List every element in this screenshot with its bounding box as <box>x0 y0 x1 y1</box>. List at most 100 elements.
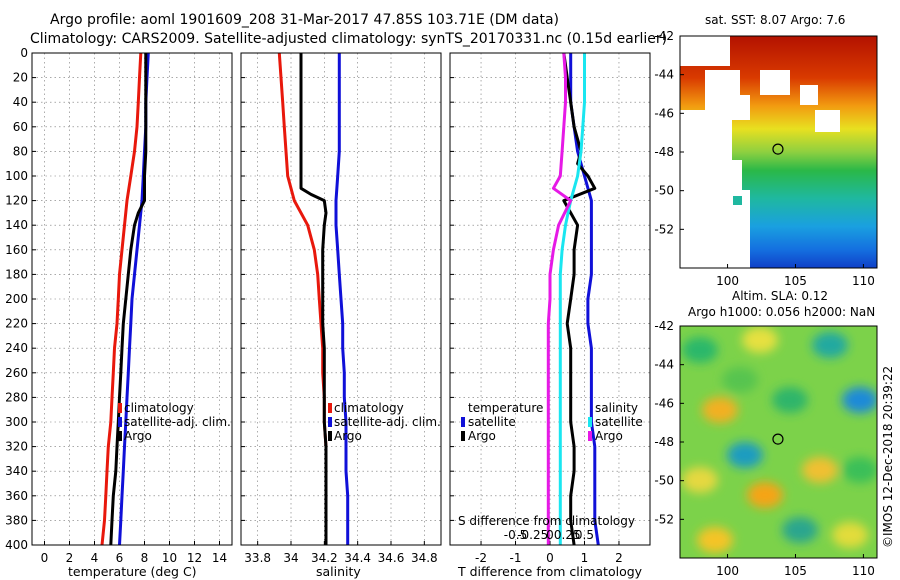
difference-legend-salinity: salinity satellite Argo <box>588 401 643 443</box>
y-tick-label: 180 <box>5 267 28 281</box>
map-y-tick-label: -52 <box>654 512 674 526</box>
sla-anomaly <box>772 387 808 413</box>
legend-climatology: climatology <box>124 401 194 415</box>
y-tick-label: 140 <box>5 218 28 232</box>
sla-anomaly <box>727 442 763 468</box>
series-line <box>558 53 586 545</box>
x-tick-label: 4 <box>91 551 99 565</box>
map-y-tick-label: -46 <box>654 396 674 410</box>
sst-map: 100 105 110 -42 -44 -46 -48 -50 -52 <box>654 29 878 288</box>
x-tick-label: 0 <box>41 551 49 565</box>
legend-swatch-argo <box>328 431 332 441</box>
y-tick-label: 340 <box>5 464 28 478</box>
series-line <box>299 53 328 545</box>
legend-swatch-climatology <box>328 403 332 413</box>
sla-anomaly <box>682 337 718 363</box>
legend-swatch-t-satellite <box>461 417 465 427</box>
map-x-tick-label: 100 <box>716 564 739 578</box>
x-tick-label: 10 <box>162 551 177 565</box>
salinity-axis-label: salinity <box>316 564 361 579</box>
y-tick-label: 260 <box>5 366 28 380</box>
legend-argo: Argo <box>334 429 362 443</box>
x-tick-label: -2 <box>475 551 487 565</box>
s-tick-label: 0.25 <box>554 528 581 542</box>
sla-map-title: Altim. SLA: 0.12 <box>732 289 828 303</box>
series-group <box>277 52 350 545</box>
map-y-tick-label: -50 <box>654 184 674 198</box>
legend-satellite-adj: satellite-adj. clim. <box>124 415 231 429</box>
temperature-panel: 0 2 4 6 8 10 12 14 <box>31 52 233 565</box>
legend-swatch-satellite <box>328 417 332 427</box>
difference-panel: -2 -1 0 1 2-0.5-0.250 0.250.5 <box>449 52 651 565</box>
map-y-tick-label: -48 <box>654 435 674 449</box>
x-tick-label: 34.4 <box>344 551 371 565</box>
series-line <box>109 53 148 546</box>
sla-field <box>680 326 877 558</box>
temperature-legend: climatology satellite-adj. clim. Argo <box>118 401 231 443</box>
x-tick-label: 2 <box>66 551 74 565</box>
sla-anomaly <box>782 517 818 543</box>
sst-pixel <box>733 196 742 205</box>
depth-axis: 0 20 40 60 80 100 120 140 160 180 200 220 240 260 280 3… <box>5 46 28 552</box>
salinity-panel: 33.8 34 34.2 34.4 34.6 34.8 <box>240 52 442 565</box>
s-tick-label: 0 <box>546 528 554 542</box>
panel-frame <box>449 52 651 546</box>
map-y-tick-label: -42 <box>654 319 674 333</box>
legend-swatch-climatology <box>118 403 122 413</box>
sla-blobs <box>682 327 877 553</box>
map-field <box>680 36 877 268</box>
x-tick-label: 8 <box>141 551 149 565</box>
series-line <box>334 53 350 545</box>
x-tick-label: 1 <box>581 551 589 565</box>
y-tick-label: 380 <box>5 513 28 527</box>
sla-anomaly <box>702 397 738 423</box>
x-tick-label: 12 <box>187 551 202 565</box>
sla-anomaly <box>697 527 733 553</box>
legend-t-argo: Argo <box>468 429 496 443</box>
x-tick-label: 33.8 <box>244 551 271 565</box>
no-data-patch <box>760 70 790 95</box>
x-tick-label: 2 <box>615 551 623 565</box>
map-y-tick-label: -44 <box>654 358 674 372</box>
salinity-legend: climatology satellite-adj. clim. Argo <box>328 401 441 443</box>
map-y-tick-label: -48 <box>654 145 674 159</box>
s-tick-label: -0.5 <box>504 528 527 542</box>
y-tick-label: 80 <box>13 144 28 158</box>
legend-swatch-t-argo <box>461 431 465 441</box>
y-tick-label: 400 <box>5 538 28 552</box>
y-tick-label: 200 <box>5 292 28 306</box>
y-tick-label: 60 <box>13 120 28 134</box>
sla-anomaly <box>812 332 848 358</box>
x-tick-label: 34.8 <box>411 551 438 565</box>
series-line <box>118 52 150 546</box>
t-difference-axis-label: T difference from climatology <box>457 564 643 579</box>
argo-position-marker <box>772 143 784 155</box>
legend-salinity-title: salinity <box>595 401 638 415</box>
map-x-tick-label: 110 <box>852 274 875 288</box>
x-tick-label: -1 <box>510 551 522 565</box>
sst-map-title: sat. SST: 8.07 Argo: 7.6 <box>705 13 845 27</box>
map-x-tick-label: 100 <box>716 274 739 288</box>
sla-anomaly <box>722 367 758 393</box>
y-tick-label: 320 <box>5 440 28 454</box>
map-field <box>680 326 877 558</box>
legend-argo: Argo <box>124 429 152 443</box>
legend-t-satellite: satellite <box>468 415 516 429</box>
y-tick-label: 280 <box>5 390 28 404</box>
y-tick-label: 360 <box>5 489 28 503</box>
map-x-tick-label: 110 <box>852 564 875 578</box>
s-tick-label: 0.5 <box>575 528 594 542</box>
sla-anomaly <box>842 457 877 483</box>
sla-anomaly <box>832 522 868 548</box>
x-tick-label: 14 <box>212 551 227 565</box>
y-tick-label: 0 <box>20 46 28 60</box>
sla-anomaly <box>842 387 877 413</box>
series-line <box>546 52 573 545</box>
difference-legend-temperature: temperature satellite Argo <box>461 401 543 443</box>
no-data-patch <box>815 110 840 132</box>
no-data-patch <box>742 190 750 268</box>
legend-swatch-s-argo <box>588 431 592 441</box>
y-tick-label: 100 <box>5 169 28 183</box>
series-line <box>100 52 143 546</box>
